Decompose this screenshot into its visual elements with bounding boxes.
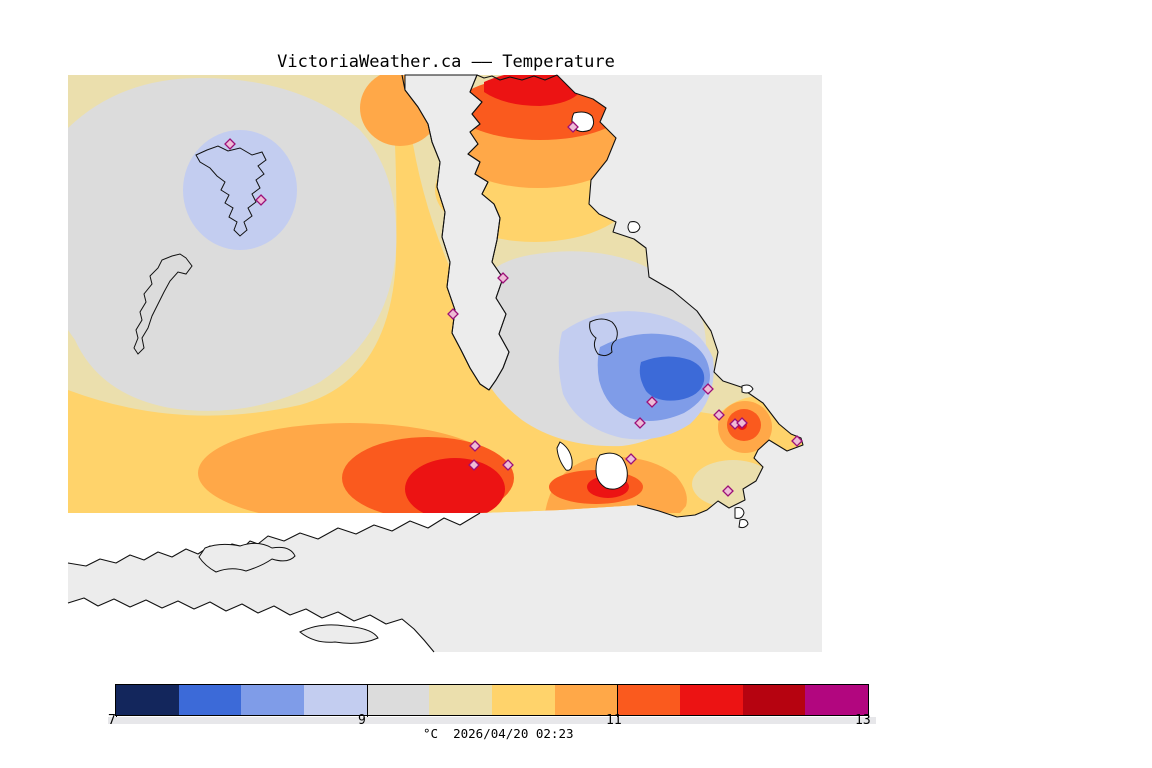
colorbar-segment bbox=[116, 685, 180, 715]
colorbar-segment bbox=[178, 685, 242, 715]
field-region-band-11.5-12-peninsula bbox=[484, 75, 581, 106]
station-marker-icon bbox=[702, 383, 714, 395]
coast-east-peninsula bbox=[556, 74, 804, 518]
field-region-band-7.5-8-southeast bbox=[639, 356, 705, 401]
station-marker-icon bbox=[722, 485, 734, 497]
sooke-basin-outline bbox=[198, 542, 296, 573]
station-marker-icon bbox=[791, 435, 803, 447]
station-marker-icon bbox=[625, 453, 637, 465]
station-marker-icon bbox=[736, 417, 748, 429]
station-marker-icon bbox=[255, 194, 267, 206]
coast-peninsula-north bbox=[476, 74, 558, 81]
sidney-island-outline bbox=[589, 318, 618, 357]
station-marker-icon bbox=[634, 417, 646, 429]
colorbar bbox=[115, 684, 869, 721]
station-marker-icon bbox=[447, 308, 459, 320]
station-marker-icon bbox=[713, 409, 725, 421]
water-esquimalt-harbour bbox=[595, 452, 628, 490]
field-region-band-11.5-12-west bbox=[405, 458, 505, 517]
colorbar-tick-label: 13 bbox=[855, 713, 871, 728]
colorbar-tick-line bbox=[366, 685, 368, 715]
colorbar-shadow bbox=[108, 717, 876, 724]
field-region-band-8.5-9-saltspring bbox=[183, 130, 297, 250]
colorbar-segment bbox=[617, 685, 681, 715]
station-marker-icon bbox=[224, 138, 236, 150]
sidney-islet-outline bbox=[627, 221, 641, 233]
land-south-shore-strip bbox=[68, 513, 480, 566]
coast-peninsula-west bbox=[467, 74, 510, 391]
colorbar-segment bbox=[742, 685, 806, 715]
station-marker-icon bbox=[502, 459, 514, 471]
colorbar-segment bbox=[366, 685, 430, 715]
water-esquimalt-lagoon bbox=[556, 441, 573, 471]
coast-south-shore bbox=[67, 512, 481, 567]
olympic-lake-outline bbox=[299, 624, 379, 644]
station-marker-icon bbox=[646, 396, 658, 408]
colorbar-segment bbox=[805, 685, 869, 715]
colorbar-segment bbox=[680, 685, 744, 715]
field-region-band-10-10.5-west bbox=[68, 75, 640, 513]
station-marker-icon bbox=[567, 121, 579, 133]
station-marker-icon bbox=[497, 272, 509, 284]
station-markers bbox=[224, 121, 803, 497]
colorbar-tick-line bbox=[617, 685, 619, 715]
colorbar-tick-label: 11 bbox=[606, 713, 622, 728]
station-marker-icon bbox=[469, 440, 481, 452]
colorbar-segment bbox=[429, 685, 493, 715]
saltspring-island-outline bbox=[195, 145, 267, 237]
discovery-islet-outline bbox=[734, 507, 745, 519]
coast-olympic bbox=[67, 597, 435, 653]
discovery-islet-2-outline bbox=[738, 519, 749, 529]
colorbar-segment bbox=[241, 685, 305, 715]
colorbar-segment bbox=[492, 685, 556, 715]
colorbar-tick-label: 7 bbox=[108, 713, 116, 728]
colorbar-caption: °C 2026/04/20 02:23 bbox=[423, 726, 574, 741]
colorbar-tick-label: 9 bbox=[358, 713, 366, 728]
chatham-islet-outline bbox=[741, 384, 754, 394]
page-title: VictoriaWeather.ca —— Temperature bbox=[277, 52, 615, 72]
colorbar-segment bbox=[554, 685, 618, 715]
station-marker-icon bbox=[468, 459, 480, 471]
colorbar-segment bbox=[304, 685, 368, 715]
shawnigan-lake-outline bbox=[133, 253, 193, 355]
coast-west-of-inlet bbox=[401, 74, 490, 391]
